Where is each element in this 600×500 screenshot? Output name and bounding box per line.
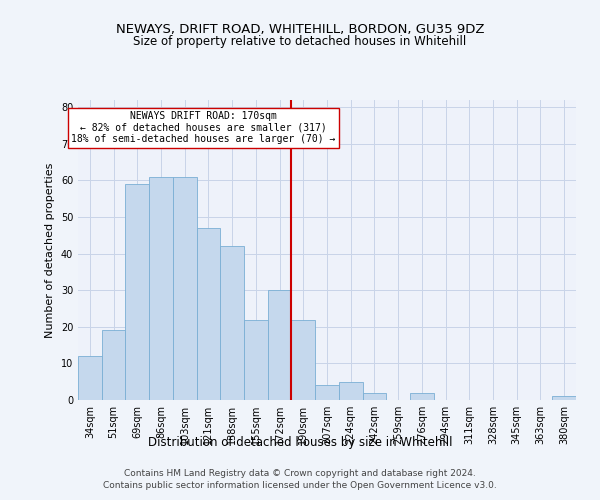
Bar xyxy=(552,396,576,400)
Bar xyxy=(149,177,173,400)
Bar xyxy=(244,320,268,400)
Bar xyxy=(315,386,339,400)
Bar xyxy=(292,320,315,400)
Text: Distribution of detached houses by size in Whitehill: Distribution of detached houses by size … xyxy=(148,436,452,449)
Bar xyxy=(173,177,197,400)
Text: Size of property relative to detached houses in Whitehill: Size of property relative to detached ho… xyxy=(133,35,467,48)
Bar xyxy=(102,330,125,400)
Bar xyxy=(78,356,102,400)
Bar xyxy=(268,290,292,400)
Text: Contains HM Land Registry data © Crown copyright and database right 2024.: Contains HM Land Registry data © Crown c… xyxy=(124,468,476,477)
Text: NEWAYS, DRIFT ROAD, WHITEHILL, BORDON, GU35 9DZ: NEWAYS, DRIFT ROAD, WHITEHILL, BORDON, G… xyxy=(116,22,484,36)
Text: Contains public sector information licensed under the Open Government Licence v3: Contains public sector information licen… xyxy=(103,481,497,490)
Bar xyxy=(220,246,244,400)
Bar xyxy=(197,228,220,400)
Y-axis label: Number of detached properties: Number of detached properties xyxy=(45,162,55,338)
Bar xyxy=(362,392,386,400)
Text: NEWAYS DRIFT ROAD: 170sqm
← 82% of detached houses are smaller (317)
18% of semi: NEWAYS DRIFT ROAD: 170sqm ← 82% of detac… xyxy=(71,111,336,144)
Bar xyxy=(339,382,362,400)
Bar xyxy=(125,184,149,400)
Bar xyxy=(410,392,434,400)
